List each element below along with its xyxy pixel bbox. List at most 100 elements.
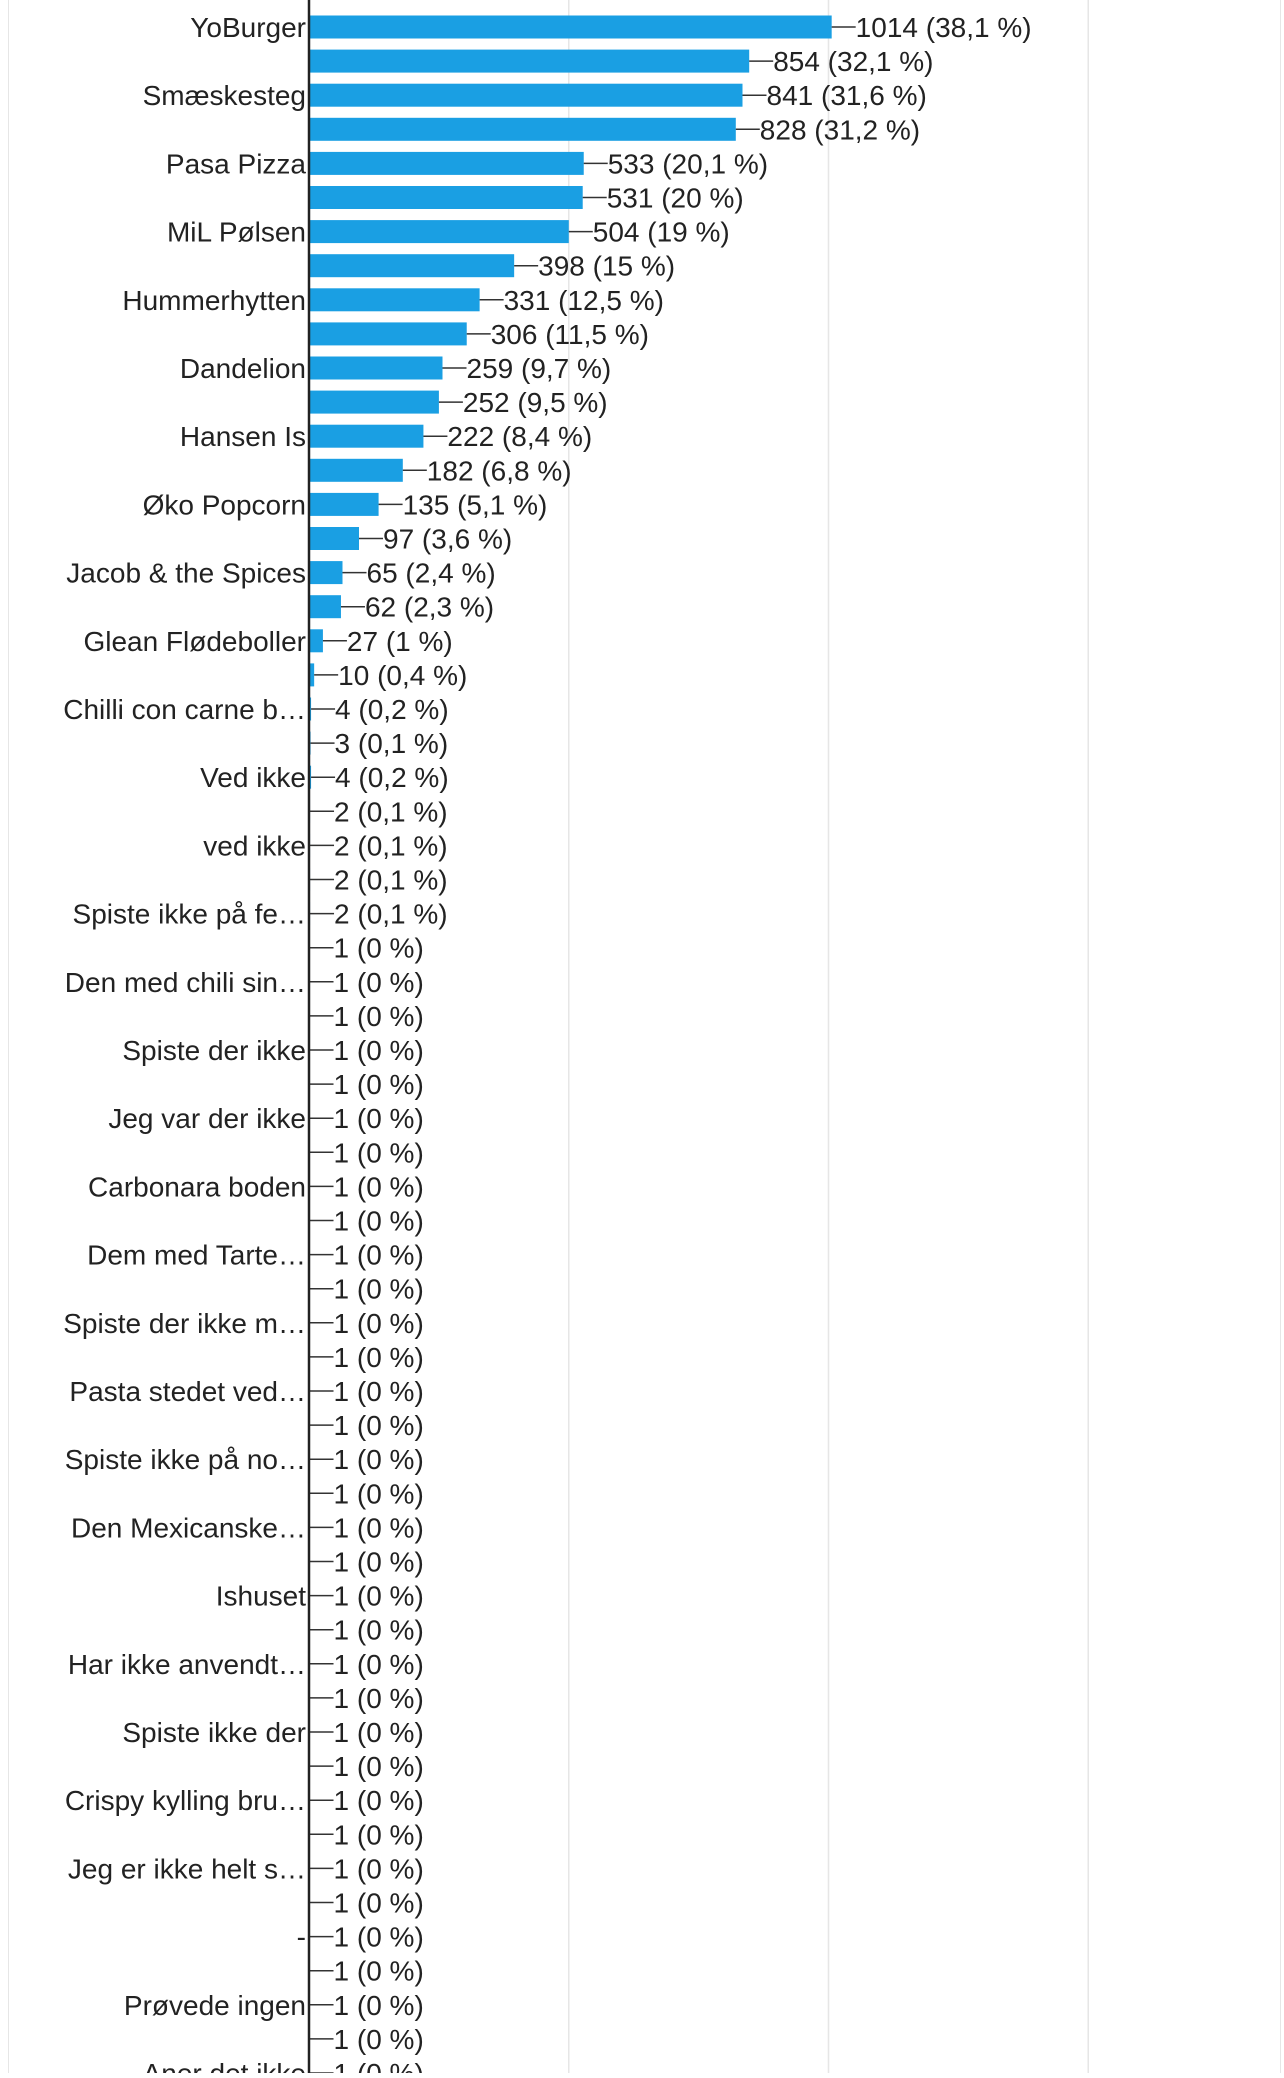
category-tick-label: Aner det ikke [143,2058,306,2073]
category-tick-label: MiL Pølsen [167,217,306,248]
category-tick-label: Dem med Tarte… [87,1240,306,1271]
data-label: 62 (2,3 %) [365,592,494,623]
bar[interactable] [309,527,359,550]
bar[interactable] [309,424,424,448]
bar[interactable] [309,663,315,687]
data-label: 1 (0 %) [334,1581,424,1612]
data-label: 1 (0 %) [334,1274,424,1305]
data-label: 1 (0 %) [334,1888,424,1919]
data-label: 1 (0 %) [334,1240,424,1271]
category-tick-label: Den med chili sin… [65,967,306,998]
category-tick-label: Carbonara boden [88,1171,306,1202]
category-tick-label: Har ikke anvendt… [68,1649,306,1680]
bar[interactable] [309,117,736,141]
bar[interactable] [309,322,467,346]
data-label: 135 (5,1 %) [403,489,548,520]
bar[interactable] [309,83,743,107]
data-label: 97 (3,6 %) [383,524,512,555]
data-label: 252 (9,5 %) [463,387,608,418]
data-label: 1 (0 %) [334,1683,424,1714]
bar[interactable] [309,288,480,312]
category-tick-label: Ved ikke [200,762,306,793]
data-label: 1 (0 %) [334,1478,424,1509]
data-label: 1014 (38,1 %) [856,12,1032,43]
data-label: 1 (0 %) [334,1308,424,1339]
data-label: 1 (0 %) [334,967,424,998]
data-label: 331 (12,5 %) [504,285,664,316]
data-label: 2 (0,1 %) [334,899,448,930]
data-label: 828 (31,2 %) [760,114,920,145]
data-label: 841 (31,6 %) [767,80,927,111]
data-label: 1 (0 %) [334,1649,424,1680]
category-tick-label: Spiste ikke der [122,1717,306,1748]
category-tick-label: Smæskesteg [143,80,306,111]
data-label: 533 (20,1 %) [608,148,768,179]
data-label: 1 (0 %) [334,1137,424,1168]
category-tick-label: Spiste ikke på no… [65,1444,306,1475]
category-tick-label: ved ikke [203,830,306,861]
data-label: 1 (0 %) [334,1376,424,1407]
category-tick-label: - [297,1922,306,1953]
category-tick-label: Glean Flødeboller [83,626,306,657]
bar[interactable] [309,356,443,380]
data-label: 1 (0 %) [334,1342,424,1373]
bar[interactable] [309,220,569,244]
bar[interactable] [309,561,343,585]
data-label: 65 (2,4 %) [367,558,496,589]
data-label: 10 (0,4 %) [338,660,467,691]
data-label: 398 (15 %) [538,251,675,282]
category-tick-label: Dandelion [180,353,306,384]
data-label: 306 (11,5 %) [491,319,649,350]
data-label: 1 (0 %) [334,1001,424,1032]
bar[interactable] [309,390,439,414]
data-label: 1 (0 %) [334,1171,424,1202]
data-label: 854 (32,1 %) [773,46,933,77]
category-tick-label: YoBurger [190,12,306,43]
data-label: 1 (0 %) [334,1717,424,1748]
data-label: 1 (0 %) [334,1819,424,1850]
bar[interactable] [309,186,583,209]
category-tick-label: Hummerhytten [122,285,306,316]
category-tick-label: Ishuset [216,1581,306,1612]
data-label: 1 (0 %) [334,933,424,964]
category-tick-label: Jacob & the Spices [66,558,306,589]
data-label: 222 (8,4 %) [447,421,592,452]
category-tick-label: Øko Popcorn [143,489,306,520]
category-tick-label: Spiste ikke på fe… [73,899,306,930]
data-label: 1 (0 %) [334,1956,424,1987]
data-label: 27 (1 %) [347,626,453,657]
data-label: 1 (0 %) [334,1990,424,2021]
category-tick-label: Hansen Is [180,421,306,452]
data-label: 1 (0 %) [334,1512,424,1543]
category-tick-label: Chilli con carne b… [63,694,306,725]
data-label: 2 (0,1 %) [334,796,448,827]
category-tick-label: Pasa Pizza [166,148,306,179]
data-label: 182 (6,8 %) [427,455,572,486]
data-label: 1 (0 %) [334,1069,424,1100]
data-label: 1 (0 %) [334,1547,424,1578]
category-tick-label: Jeg var der ikke [108,1103,306,1134]
bar[interactable] [309,15,832,39]
bar[interactable] [309,458,403,482]
data-label: 259 (9,7 %) [467,353,612,384]
data-label: 504 (19 %) [593,217,730,248]
data-label: 2 (0,1 %) [334,830,448,861]
bar[interactable] [309,49,750,73]
category-tick-label: Spiste der ikke [122,1035,306,1066]
data-label: 531 (20 %) [607,183,744,214]
data-label: 1 (0 %) [334,1444,424,1475]
category-tick-label: Spiste der ikke m… [63,1308,306,1339]
data-label: 1 (0 %) [334,1410,424,1441]
bar[interactable] [309,492,379,516]
bar[interactable] [309,254,515,278]
data-label: 1 (0 %) [334,1206,424,1237]
bar[interactable] [309,595,341,619]
data-label: 1 (0 %) [334,1853,424,1884]
bar[interactable] [309,629,323,653]
data-label: 2 (0,1 %) [334,865,448,896]
category-tick-label: Den Mexicanske… [71,1512,306,1543]
category-tick-label: Pasta stedet ved… [69,1376,306,1407]
bar[interactable] [309,151,584,175]
data-label: 1 (0 %) [334,1035,424,1066]
